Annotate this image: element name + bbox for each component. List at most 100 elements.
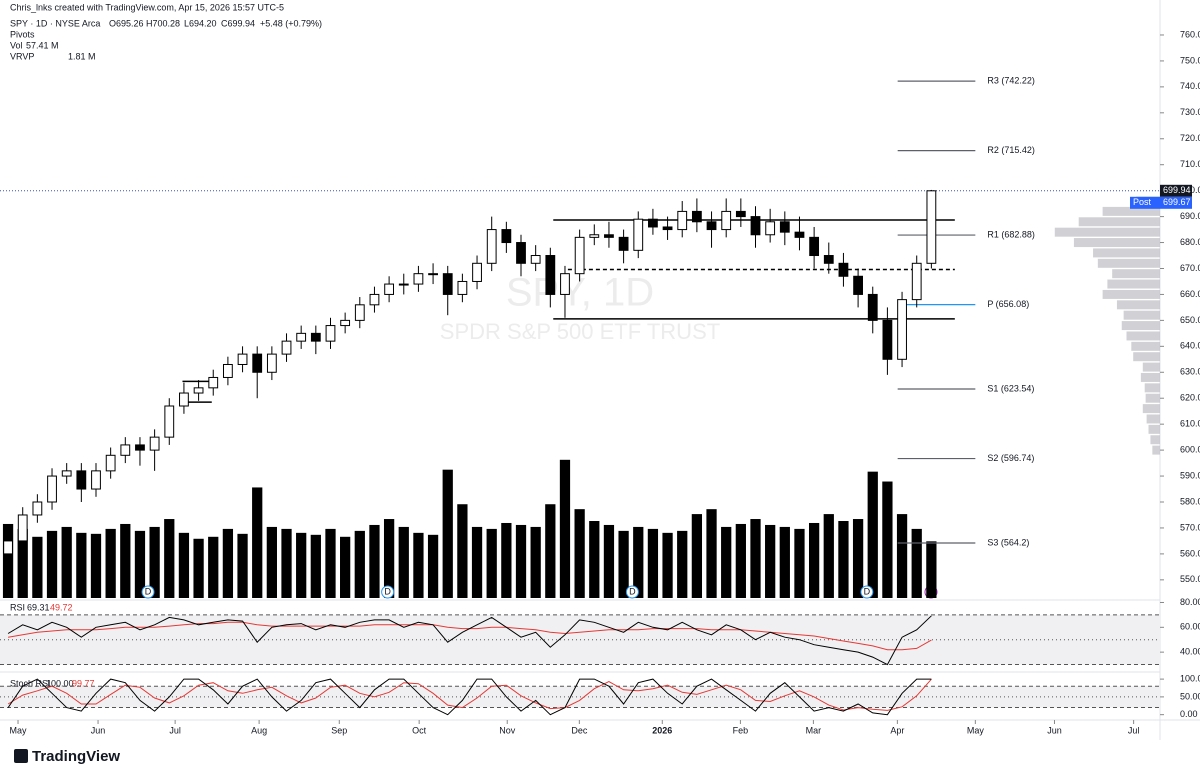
y-tick-label: 660.00	[1180, 289, 1200, 299]
y-tick-label: 710.00	[1180, 159, 1200, 169]
volume-profile-bar	[1121, 321, 1160, 331]
y-tick-label: 580.00	[1180, 496, 1200, 506]
candle-body	[867, 293, 878, 321]
y-tick-label: 60.00	[1180, 622, 1200, 632]
pivot-label: S3 (564.2)	[987, 537, 1029, 547]
candle-body	[340, 319, 351, 327]
candle-body	[794, 231, 805, 238]
volume-bar	[647, 528, 659, 598]
volume-bar	[193, 538, 204, 598]
volume-bar	[296, 532, 307, 598]
volume-profile-bar	[1152, 445, 1160, 455]
candle-body	[765, 221, 776, 236]
candle-body	[413, 273, 424, 285]
x-tick-label: Oct	[412, 725, 427, 735]
stoch-label: Stoch RSI	[10, 678, 51, 688]
y-tick-label: 590.00	[1180, 470, 1200, 480]
candle-body	[296, 332, 307, 342]
volume-bar	[691, 514, 703, 598]
volume-bar	[178, 532, 190, 598]
y-tick-label: 610.00	[1180, 419, 1200, 429]
credit: Chris_lnks created with TradingView.com,…	[10, 2, 284, 12]
y-tick-label: 570.00	[1180, 522, 1200, 532]
volume-bar	[164, 519, 175, 598]
candle-body	[560, 273, 570, 295]
x-tick-label: Jun	[91, 725, 106, 735]
volume-bar	[90, 533, 102, 598]
volume-bar	[266, 526, 277, 598]
volume-bar	[545, 504, 556, 598]
candle-body	[428, 273, 438, 276]
candle-body	[179, 392, 189, 407]
candle-body	[193, 387, 204, 394]
stoch-d-value: 99.77	[72, 678, 95, 688]
candle-body	[574, 236, 585, 275]
candle-body	[853, 275, 863, 295]
candle-body	[32, 501, 43, 516]
candle-body	[105, 454, 116, 472]
volume-bar	[750, 519, 761, 598]
volume-bar	[926, 541, 937, 598]
x-tick-label: Dec	[571, 725, 588, 735]
candle-body	[589, 234, 600, 238]
volume-profile-bar	[1144, 383, 1160, 393]
y-tick-label: 620.00	[1180, 393, 1200, 403]
y-tick-label: 650.00	[1180, 315, 1200, 325]
y-tick-label: 550.00	[1180, 574, 1200, 584]
candle-body	[662, 226, 673, 231]
candle-body	[149, 436, 160, 451]
y-tick-label: 0.00	[1180, 709, 1198, 719]
candle-body	[76, 470, 87, 490]
y-tick-label: 690.00	[1180, 211, 1200, 221]
x-tick-label: Jul	[169, 725, 181, 735]
volume-bar	[501, 522, 512, 598]
volume-bar	[852, 519, 864, 598]
y-tick-label: 680.00	[1180, 237, 1200, 247]
y-tick-label: 100.00	[1180, 673, 1200, 683]
candle-body	[677, 210, 688, 231]
volume-bar	[867, 471, 878, 598]
candle-body	[237, 353, 248, 365]
x-tick-label: Jul	[1128, 725, 1140, 735]
volume-profile-bar	[1102, 206, 1160, 216]
y-tick-label: 750.00	[1180, 55, 1200, 65]
candle-body	[252, 353, 263, 373]
volume-bar	[574, 509, 585, 598]
rsi-ma-value: 49.72	[50, 602, 73, 612]
volume-profile-bar	[1102, 289, 1160, 299]
volume-bar	[32, 536, 43, 598]
volume-bar	[17, 528, 28, 598]
volume-profile-bar	[1142, 362, 1160, 372]
volume-bar	[427, 534, 439, 598]
pivot-label: S1 (623.54)	[987, 383, 1034, 393]
vrvp-value: 1.81 M	[68, 51, 96, 61]
logo: TradingView	[32, 748, 120, 765]
ohlc-change: +5.48 (+0.79%)	[260, 18, 322, 28]
candle-body	[750, 216, 761, 236]
volume-bar	[149, 526, 160, 598]
last-price-label: 699.94	[1163, 185, 1191, 195]
volume-profile-bar	[1126, 331, 1160, 341]
volume-bar	[398, 526, 409, 598]
dividend-marker	[625, 585, 639, 599]
volume-bar	[838, 521, 849, 598]
x-tick-label: Apr	[890, 725, 904, 735]
candle-body	[897, 299, 907, 360]
dividend-label: D	[145, 586, 152, 596]
last-price-box	[1160, 184, 1192, 197]
vol-value: 57.41 M	[26, 40, 59, 50]
watermark-name: SPDR S&P 500 ETF TRUST	[440, 319, 720, 344]
candle-body	[472, 262, 482, 282]
volume-bar	[911, 528, 922, 598]
dividend-label: D	[384, 586, 391, 596]
x-tick-label: Jun	[1047, 725, 1062, 735]
volume-profile-bar	[1131, 341, 1160, 351]
candle-body	[633, 218, 644, 251]
volume-bar	[823, 514, 834, 598]
volume-bar	[222, 528, 234, 598]
x-tick-label: May	[967, 725, 985, 735]
volume-profile-bar	[1142, 404, 1160, 414]
x-tick-label: Feb	[733, 725, 749, 735]
volume-bar	[237, 533, 248, 598]
pivots-label: Pivots	[10, 29, 35, 39]
